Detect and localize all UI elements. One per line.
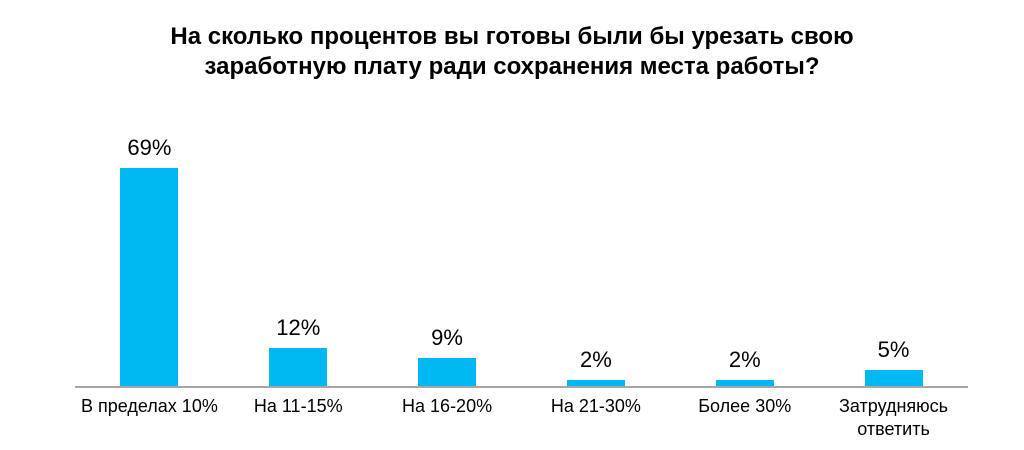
bar [120,168,179,386]
value-label: 2% [728,347,761,372]
bar-group: 9% [373,115,522,386]
category-label: В пределах 10% [81,396,218,416]
bar-group: 2% [521,115,670,386]
bar-group: 12% [224,115,373,386]
value-label: 2% [580,347,612,372]
value-label: 5% [877,337,910,362]
plot-area: 69% 12% 9% 2% 2% 5% [75,115,968,388]
bar [269,348,328,386]
bar-group: 2% [670,115,819,386]
category-label: На 21-30% [550,396,641,416]
value-label: 69% [127,135,172,160]
value-label: 9% [431,325,463,350]
chart-title: На сколько процентов вы готовы были бы у… [170,23,854,80]
bar [418,358,477,386]
category-axis: В пределах 10% На 11-15% На 16-20% На 21-30… [75,395,968,441]
value-label: 12% [276,315,321,340]
category-label: На 11-15% [253,396,343,416]
category-label: Затрудняюсь ответить [839,396,949,439]
category-label: Более 30% [698,396,792,416]
bar-group: 5% [819,115,968,386]
bar-group: 69% [75,115,224,386]
bar [566,380,625,386]
category-label: На 16-20% [402,396,493,416]
bar [715,380,774,386]
bar [864,370,923,386]
